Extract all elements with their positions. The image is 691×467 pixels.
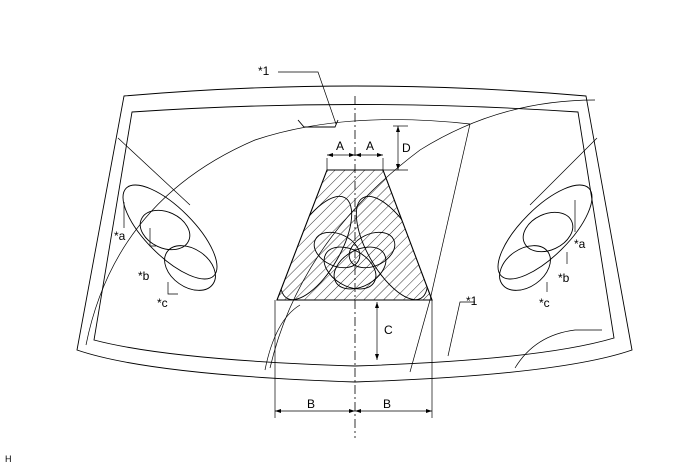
leader-glass-top xyxy=(278,71,337,125)
dimension-label-b-left: B xyxy=(307,397,315,411)
callout-left-c: *c xyxy=(157,296,168,310)
test-area-hatched xyxy=(276,169,433,301)
callout-glass-right: *1 xyxy=(466,294,478,308)
windshield-outer-outline xyxy=(76,85,633,383)
mirror-base-notch xyxy=(297,119,339,128)
dimension-label-c: C xyxy=(384,323,393,337)
dimension-label-b-right: B xyxy=(383,397,391,411)
dimension-label-d: D xyxy=(402,141,411,155)
lower-left-edge-arc xyxy=(264,304,301,371)
dimension-c xyxy=(375,302,379,360)
vision-zones-left xyxy=(117,137,218,291)
leader-left-c xyxy=(167,282,178,295)
callout-glass-top: *1 xyxy=(258,64,270,78)
dimension-b xyxy=(274,300,433,418)
windshield-inner-outline xyxy=(93,104,615,367)
leader-left-b xyxy=(149,228,156,247)
wiper-sweep-boundary-left xyxy=(409,123,471,373)
leader-glass-right xyxy=(447,301,475,357)
callout-right-c: *c xyxy=(539,296,550,310)
wiper-sweep-arc-left xyxy=(85,119,471,346)
callout-left-b: *b xyxy=(138,269,150,283)
dimension-label-a-left: A xyxy=(336,139,344,153)
dimension-d xyxy=(383,125,408,171)
wiper-sweep-arc-bottom-right xyxy=(514,329,602,369)
dimension-a xyxy=(326,153,384,172)
dimension-label-a-right: A xyxy=(366,139,374,153)
callout-left-a: *a xyxy=(114,229,126,243)
callout-right-a: *a xyxy=(574,237,586,251)
callout-right-b: *b xyxy=(558,271,570,285)
vision-zones-right xyxy=(497,137,598,291)
figure-code: H xyxy=(5,454,12,464)
